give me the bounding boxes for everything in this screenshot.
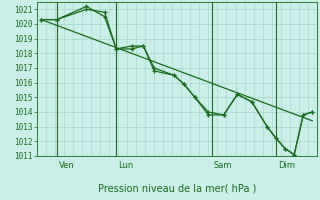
Text: Dim: Dim bbox=[278, 161, 295, 170]
Text: Pression niveau de la mer( hPa ): Pression niveau de la mer( hPa ) bbox=[98, 184, 256, 194]
Text: Lun: Lun bbox=[118, 161, 133, 170]
Text: Ven: Ven bbox=[59, 161, 74, 170]
Text: Sam: Sam bbox=[214, 161, 232, 170]
